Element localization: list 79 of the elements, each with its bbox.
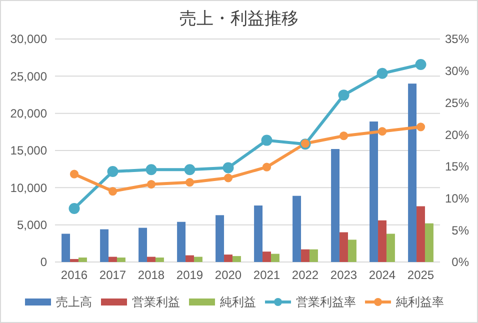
y2-tick-label: 10% xyxy=(444,191,470,206)
point xyxy=(70,170,79,178)
bar xyxy=(292,196,302,262)
point xyxy=(338,90,350,101)
y2-tick-label: 25% xyxy=(444,96,470,110)
legend-label: 営業利益 xyxy=(132,295,180,310)
bar xyxy=(424,223,434,262)
point xyxy=(416,122,426,132)
bar xyxy=(340,232,348,262)
legend-label: 営業利益率 xyxy=(296,295,356,310)
point xyxy=(224,174,233,182)
legend-label: 純利益 xyxy=(220,295,256,310)
bar xyxy=(70,259,78,262)
legend-label: 売上高 xyxy=(56,295,92,310)
bar xyxy=(78,258,87,262)
bar xyxy=(301,249,310,262)
bar xyxy=(254,206,263,262)
y-tick-label: 20,000 xyxy=(10,106,48,121)
bar xyxy=(408,84,417,262)
bar xyxy=(416,206,425,262)
point xyxy=(262,162,272,172)
bar xyxy=(194,256,202,262)
y2-tick-label: 0% xyxy=(452,255,470,270)
point xyxy=(339,132,348,140)
bar xyxy=(186,255,194,262)
bar xyxy=(386,234,395,262)
bar xyxy=(331,149,340,262)
bar xyxy=(370,122,378,262)
point xyxy=(378,127,387,136)
point xyxy=(108,186,118,196)
point xyxy=(261,134,272,146)
point xyxy=(376,68,388,79)
bar xyxy=(116,258,126,262)
bar xyxy=(177,222,186,262)
y-tick-label: 5,000 xyxy=(16,218,48,232)
y2-tick-label: 5% xyxy=(452,223,470,238)
y-tick-label: 0 xyxy=(40,255,48,270)
x-tick-label: 2022 xyxy=(292,268,319,282)
y2-tick-label: 15% xyxy=(444,160,470,174)
point xyxy=(107,166,118,178)
y2-tick-label: 30% xyxy=(444,64,470,78)
x-tick-label: 2018 xyxy=(138,268,165,282)
point xyxy=(415,58,426,70)
point xyxy=(146,164,157,176)
bar xyxy=(108,256,117,262)
bar xyxy=(262,252,271,262)
x-tick-label: 2017 xyxy=(99,268,126,282)
bar xyxy=(309,249,318,262)
bar xyxy=(348,240,356,262)
x-tick-label: 2020 xyxy=(214,268,242,282)
bar xyxy=(216,215,224,262)
y2-tick-label: 35% xyxy=(444,32,470,46)
bar xyxy=(378,220,386,262)
bar xyxy=(270,254,280,262)
y-tick-label: 10,000 xyxy=(10,180,48,195)
point xyxy=(146,180,156,189)
x-tick-label: 2023 xyxy=(330,268,358,282)
x-tick-label: 2024 xyxy=(368,268,396,282)
legend-label: 純利益率 xyxy=(396,295,444,310)
y-tick-label: 15,000 xyxy=(10,144,48,158)
bar xyxy=(62,234,70,262)
y2-tick-label: 20% xyxy=(444,128,470,142)
point xyxy=(185,178,194,187)
bar xyxy=(155,258,164,262)
x-tick-label: 2025 xyxy=(407,268,434,282)
point xyxy=(184,164,196,176)
bar xyxy=(147,256,156,262)
bar xyxy=(224,254,232,262)
x-tick-label: 2016 xyxy=(60,268,88,282)
chart-title: 売上・利益推移 xyxy=(180,9,298,28)
y-tick-label: 30,000 xyxy=(10,32,48,46)
x-tick-label: 2021 xyxy=(253,268,280,282)
y-tick-label: 25,000 xyxy=(10,69,48,84)
bar xyxy=(138,228,148,262)
bar xyxy=(100,229,109,262)
point xyxy=(68,202,80,214)
x-tick-label: 2019 xyxy=(176,268,204,282)
point xyxy=(222,162,234,174)
bar xyxy=(232,256,241,262)
